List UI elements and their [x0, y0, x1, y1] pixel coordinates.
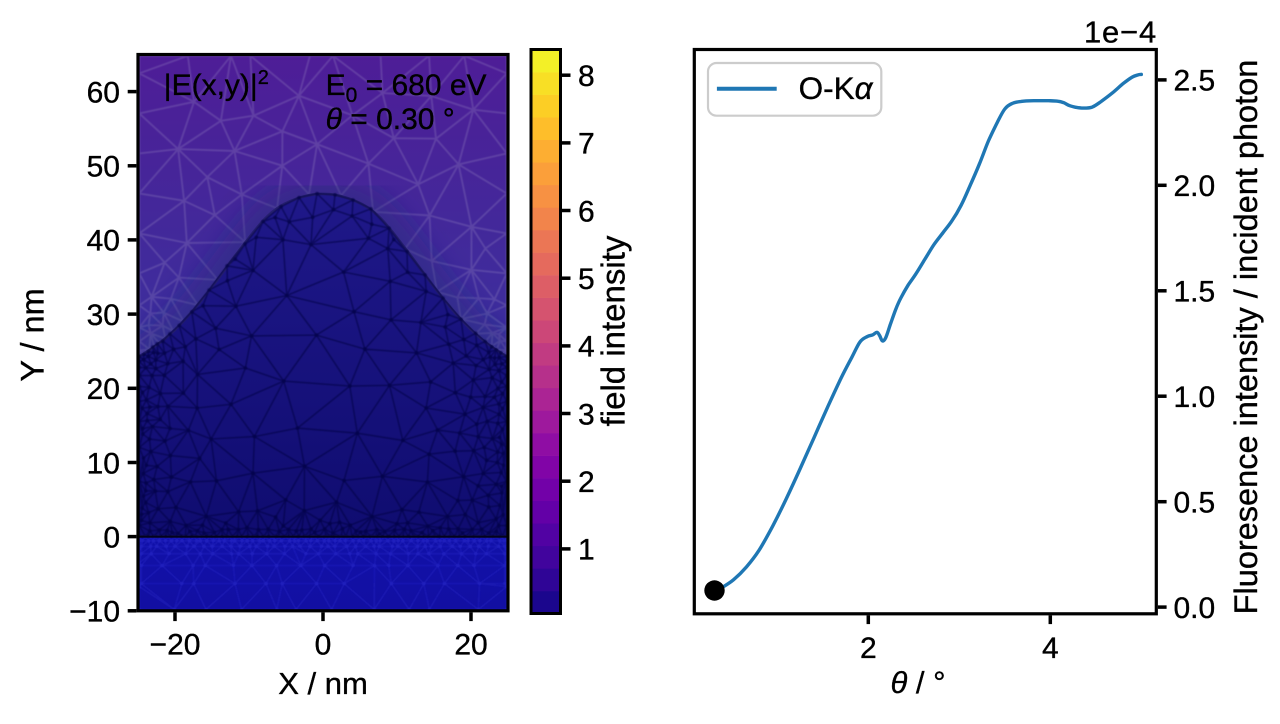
svg-text:8: 8: [578, 60, 595, 93]
svg-text:1.5: 1.5: [1174, 276, 1216, 309]
svg-text:7: 7: [578, 128, 595, 161]
svg-text:field intensity: field intensity: [595, 235, 632, 426]
svg-text:40: 40: [87, 225, 120, 258]
svg-text:20: 20: [87, 373, 120, 406]
svg-text:50: 50: [87, 151, 120, 184]
svg-text:θ / °: θ / °: [890, 665, 945, 700]
svg-text:θ = 0.30 °: θ = 0.30 °: [326, 103, 455, 136]
svg-text:Fluoresence intensity / incide: Fluoresence intensity / incident photon: [1228, 60, 1264, 615]
svg-text:X / nm: X / nm: [278, 666, 368, 701]
svg-text:0: 0: [103, 521, 120, 554]
svg-text:4: 4: [578, 331, 595, 364]
svg-text:−20: −20: [150, 629, 201, 662]
svg-text:5: 5: [578, 263, 595, 296]
svg-text:20: 20: [454, 629, 487, 662]
svg-text:30: 30: [87, 299, 120, 332]
svg-text:1: 1: [578, 534, 595, 567]
svg-text:2: 2: [860, 632, 877, 665]
svg-text:3: 3: [578, 398, 595, 431]
svg-text:Y / nm: Y / nm: [15, 288, 51, 381]
svg-text:2.5: 2.5: [1174, 65, 1216, 98]
svg-text:10: 10: [87, 447, 120, 480]
svg-text:0.0: 0.0: [1174, 592, 1216, 625]
svg-text:0: 0: [315, 629, 332, 662]
svg-text:0.5: 0.5: [1174, 487, 1216, 520]
svg-text:4: 4: [1042, 632, 1059, 665]
svg-text:2.0: 2.0: [1174, 170, 1216, 203]
svg-text:E0 = 680 eV: E0 = 680 eV: [326, 69, 487, 107]
svg-text:1.0: 1.0: [1174, 381, 1216, 414]
svg-text:−10: −10: [69, 596, 120, 629]
svg-text:O-Kα: O-Kα: [799, 70, 874, 106]
svg-text:6: 6: [578, 195, 595, 228]
svg-text:2: 2: [578, 466, 595, 499]
svg-text:60: 60: [87, 76, 120, 109]
svg-text:1e−4: 1e−4: [1084, 15, 1157, 50]
svg-text:|E(x,y)|2: |E(x,y)|2: [164, 67, 269, 102]
